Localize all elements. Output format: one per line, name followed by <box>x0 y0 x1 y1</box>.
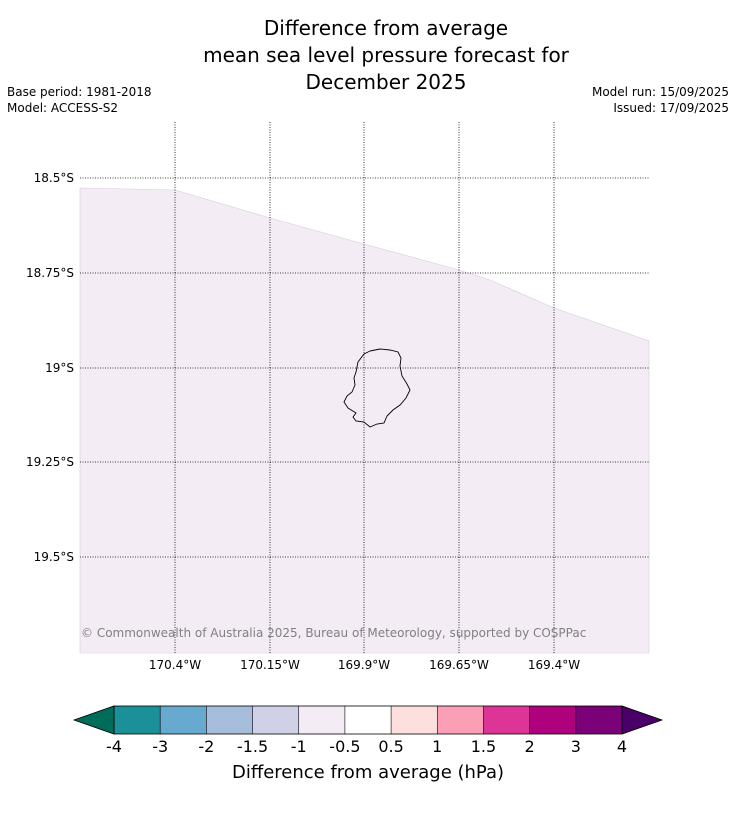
colorbar-under-arrow <box>72 705 115 735</box>
colorbar-tick-label: 2 <box>525 737 535 756</box>
chart-title: Difference from average mean sea level p… <box>0 15 736 96</box>
longitude-labels: 170.4°W 170.15°W 169.9°W 169.65°W 169.4°… <box>149 658 580 672</box>
colorbar-segment <box>575 706 623 734</box>
colorbar-segment <box>160 706 207 734</box>
colorbar-tick-label: 4 <box>617 737 627 756</box>
lon-label-3: 169.9°W <box>338 658 390 672</box>
colorbar-tick-label: -0.5 <box>329 737 360 756</box>
map-area <box>79 187 650 654</box>
colorbar-tick-label: 1.5 <box>471 737 496 756</box>
colorbar-tick-label: 3 <box>571 737 581 756</box>
colorbar-tick-label: -4 <box>106 737 122 756</box>
title-line-2: mean sea level pressure forecast for <box>203 43 569 67</box>
colorbar-tick-label: -2 <box>198 737 214 756</box>
meta-right: Model run: 15/09/2025 Issued: 17/09/2025 <box>592 84 729 116</box>
colorbar-segment <box>252 706 300 734</box>
lon-label-4: 169.65°W <box>429 658 489 672</box>
colorbar-segment <box>114 706 161 734</box>
island-outline <box>343 348 411 428</box>
colorbar-tick-label: -1.5 <box>237 737 268 756</box>
colorbar-segment <box>483 706 531 734</box>
title-line-1: Difference from average <box>263 16 509 40</box>
colorbar-tick-label: -3 <box>152 737 168 756</box>
colorbar-segments <box>114 706 623 734</box>
pressure-anomaly-field <box>79 187 650 654</box>
colorbar-tick-label: 0.5 <box>378 737 403 756</box>
colorbar-segment <box>529 706 577 734</box>
colorbar-over-arrow <box>621 705 664 735</box>
lon-label-1: 170.4°W <box>149 658 201 672</box>
lon-label-5: 169.4°W <box>528 658 580 672</box>
lat-label-5: 19.5°S <box>34 550 74 564</box>
colorbar-segment <box>344 706 392 734</box>
colorbar-tick-label: -1 <box>291 737 307 756</box>
meta-left: Base period: 1981-2018 Model: ACCESS-S2 <box>7 84 152 116</box>
lat-label-4: 19.25°S <box>26 455 74 469</box>
gridlines <box>80 122 649 653</box>
lat-label-2: 18.75°S <box>26 266 74 280</box>
issued-text: Issued: 17/09/2025 <box>613 101 729 115</box>
colorbar-segment <box>298 706 346 734</box>
lon-label-2: 170.15°W <box>240 658 300 672</box>
base-period-text: Base period: 1981-2018 <box>7 85 152 99</box>
lat-label-3: 19°S <box>45 361 74 375</box>
title-line-3: December 2025 <box>305 70 467 94</box>
colorbar: -4 -3 -2 -1.5 -1 -0.5 0.5 1 1.5 2 3 4 Difference fr… <box>72 705 664 783</box>
lat-label-1: 18.5°S <box>34 171 74 185</box>
colorbar-segment <box>391 706 438 734</box>
colorbar-label: Difference from average (hPa) <box>232 762 504 783</box>
latitude-labels: 18.5°S 18.75°S 19°S 19.25°S 19.5°S <box>26 171 74 564</box>
copyright-text: © Commonwealth of Australia 2025, Bureau… <box>81 626 586 640</box>
colorbar-segment <box>437 706 484 734</box>
model-text: Model: ACCESS-S2 <box>7 101 119 115</box>
colorbar-tick-label: 1 <box>432 737 442 756</box>
model-run-text: Model run: 15/09/2025 <box>591 85 729 99</box>
colorbar-segment <box>206 706 254 734</box>
colorbar-ticks: -4 -3 -2 -1.5 -1 -0.5 0.5 1 1.5 2 3 4 <box>106 706 627 756</box>
